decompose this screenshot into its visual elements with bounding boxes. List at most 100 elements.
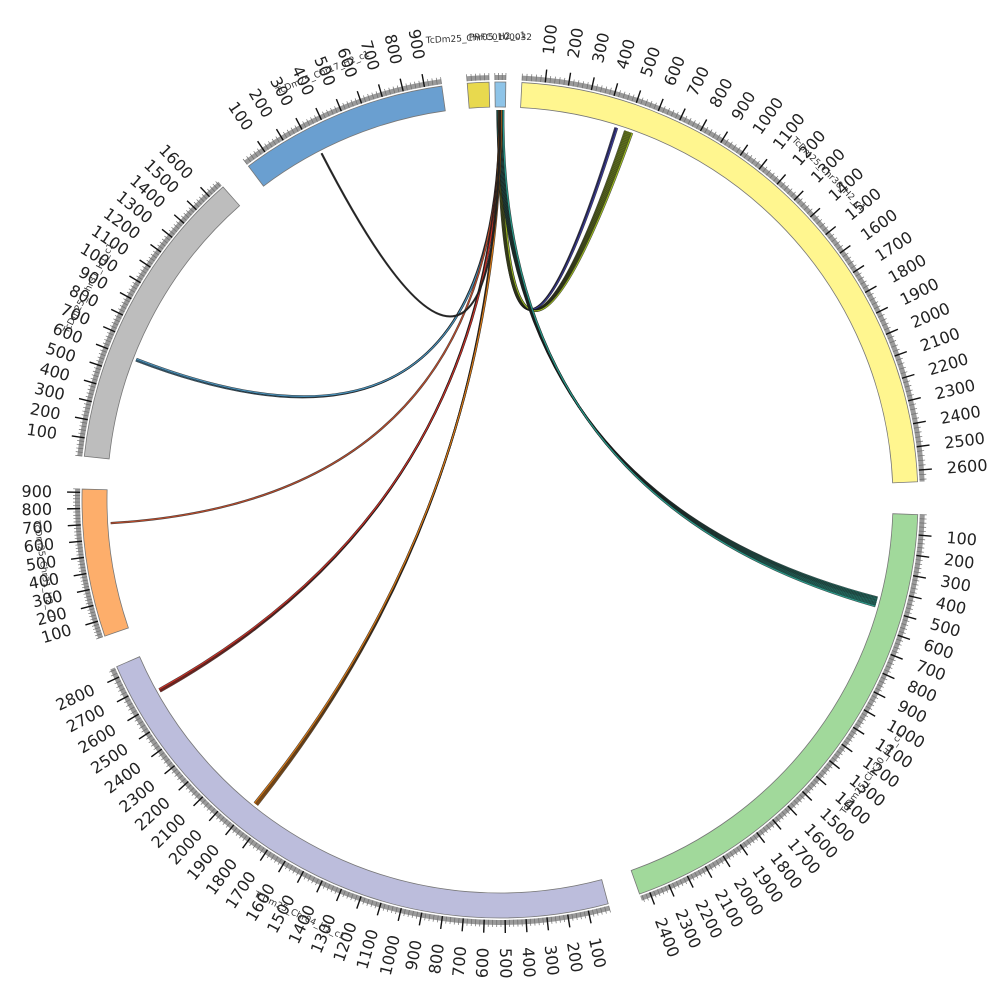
minor-tick [542, 917, 544, 925]
minor-tick [96, 636, 103, 640]
major-tick [720, 131, 729, 144]
minor-tick [900, 627, 907, 630]
minor-tick [834, 753, 841, 759]
major-tick [825, 225, 837, 236]
minor-tick [225, 821, 231, 828]
major-tick [83, 379, 97, 385]
link-ribbon [255, 109, 501, 805]
minor-tick [78, 429, 86, 431]
major-tick [699, 119, 708, 132]
minor-tick [766, 169, 772, 176]
tick-label: 1000 [376, 933, 404, 977]
minor-tick [132, 282, 139, 287]
major-tick [704, 865, 713, 879]
major-tick [73, 572, 87, 577]
minor-tick [857, 720, 864, 725]
minor-tick [409, 82, 412, 90]
minor-tick [855, 723, 862, 728]
major-tick [649, 892, 656, 905]
major-tick [186, 200, 197, 211]
link-ribbon [158, 109, 502, 690]
link-ribbon [256, 109, 501, 805]
minor-tick [371, 92, 375, 100]
minor-tick [294, 125, 299, 132]
minor-tick [350, 893, 354, 901]
segment-prfc[interactable]: PRFC0100032 [469, 33, 532, 108]
minor-tick [847, 260, 854, 266]
major-tick [756, 832, 766, 844]
minor-tick [105, 335, 113, 339]
minor-tick [729, 851, 735, 858]
major-tick [613, 83, 619, 96]
segment-band[interactable] [247, 85, 446, 187]
minor-tick [161, 238, 168, 244]
minor-tick [388, 87, 391, 95]
major-tick [315, 107, 323, 121]
minor-tick [917, 454, 925, 457]
major-tick [67, 524, 81, 527]
segment-band[interactable] [116, 656, 609, 919]
minor-tick [181, 215, 187, 221]
minor-tick [871, 301, 879, 306]
minor-tick [407, 910, 410, 918]
segment-band[interactable] [520, 82, 919, 484]
tick-label: 700 [22, 517, 54, 538]
segment-band[interactable] [83, 186, 241, 460]
major-tick [335, 888, 343, 902]
minor-tick [869, 297, 877, 302]
major-tick [686, 875, 694, 888]
minor-tick [449, 917, 452, 925]
minor-tick [302, 121, 307, 128]
minor-tick [910, 587, 918, 590]
minor-tick [342, 102, 346, 110]
minor-tick [83, 406, 91, 410]
minor-tick [142, 266, 149, 271]
minor-tick [753, 834, 758, 841]
minor-tick [427, 79, 430, 87]
minor-tick [367, 93, 371, 101]
major-tick [129, 275, 141, 284]
major-tick [116, 695, 129, 703]
minor-tick [751, 157, 757, 164]
minor-tick [266, 851, 272, 859]
minor-tick [166, 762, 173, 767]
minor-tick [362, 897, 366, 905]
minor-tick [691, 120, 696, 127]
minor-tick [627, 93, 630, 100]
minor-tick [270, 854, 275, 861]
minor-tick [649, 100, 653, 108]
major-tick [852, 726, 865, 735]
segment-band[interactable] [630, 513, 919, 895]
segment-chr04_h1[interactable]: 1002003004005006007008009001000110012001… [53, 656, 611, 979]
major-tick [918, 468, 932, 471]
minor-tick [445, 916, 447, 924]
segment-band[interactable] [466, 81, 491, 109]
minor-tick [90, 617, 98, 621]
segment-chr17_h2[interactable]: 100200300400500600700800900TcDm25_Chr17_… [224, 28, 446, 187]
segment-chr31_h1[interactable]: 1002003004005006007008009001000110012001… [25, 140, 241, 460]
minor-tick [257, 148, 262, 155]
minor-tick [82, 586, 90, 589]
major-tick [85, 620, 99, 626]
minor-tick [896, 357, 903, 361]
link-ribbon-outline [159, 109, 501, 693]
major-tick [828, 760, 841, 770]
minor-tick [159, 241, 166, 247]
minor-tick [374, 901, 378, 909]
links-layer [110, 109, 878, 806]
tick-label: 400 [934, 593, 968, 618]
segment-band[interactable] [494, 81, 507, 108]
minor-tick [350, 99, 354, 107]
segment-chr31_h2[interactable]: 100200300400500600700800900TcDm25_Chr31_… [21, 482, 129, 647]
minor-tick [773, 175, 779, 182]
minor-tick [123, 298, 130, 303]
minor-tick [618, 90, 621, 98]
tick-label: 2200 [926, 349, 970, 379]
segment-chr30_h2[interactable]: 100 200 300 4005006007008009001000110012001… [520, 23, 989, 484]
minor-tick [271, 138, 277, 146]
minor-tick [77, 440, 85, 442]
minor-tick [256, 844, 261, 852]
minor-tick [683, 115, 688, 123]
minor-tick [307, 874, 312, 882]
segment-band[interactable] [81, 488, 129, 637]
